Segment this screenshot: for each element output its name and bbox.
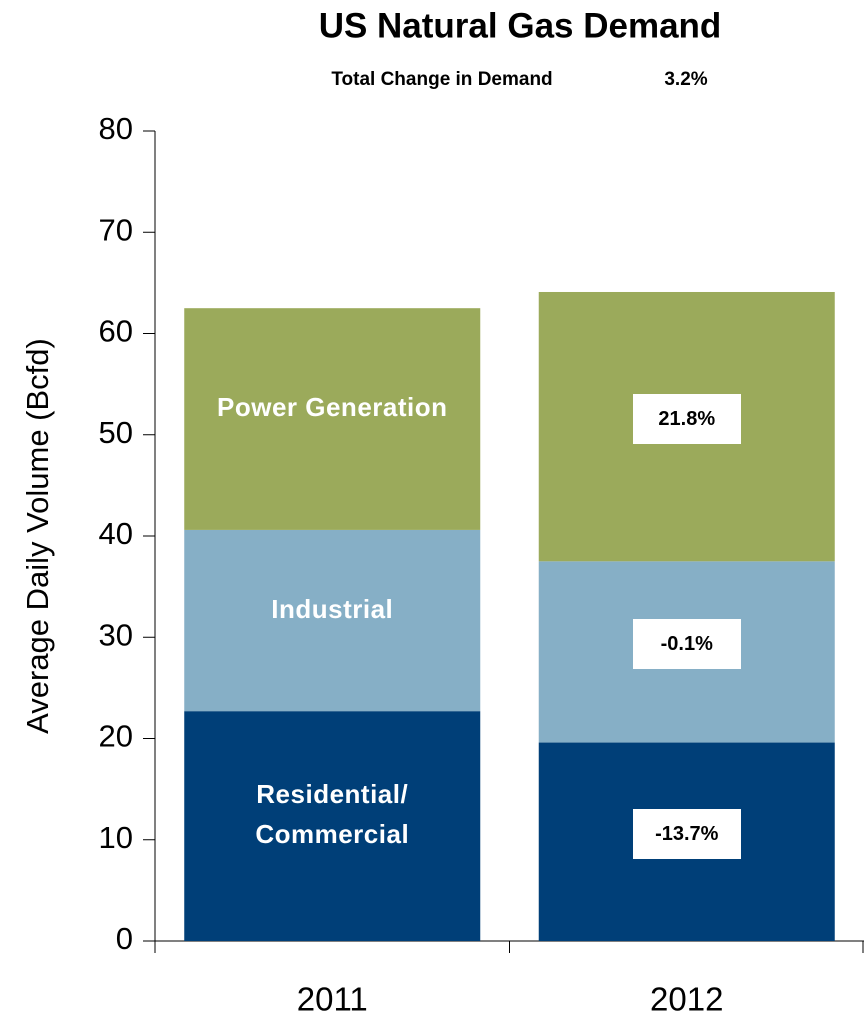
- y-tick-label: 60: [99, 314, 133, 349]
- y-tick-label: 0: [116, 921, 133, 956]
- total-change: 3.2%: [664, 69, 707, 90]
- y-tick-label: 40: [99, 516, 133, 551]
- y-tick-label: 10: [99, 820, 133, 855]
- segment-label: Power Generation: [217, 392, 448, 423]
- y-tick-label: 20: [99, 719, 133, 754]
- x-tick-label: 2012: [650, 981, 723, 1018]
- y-tick-label: 50: [99, 415, 133, 450]
- change-label: 21.8%: [632, 393, 741, 444]
- chart-subtitle: Total Change in Demand: [331, 69, 552, 90]
- chart-title: US Natural Gas Demand: [319, 6, 722, 45]
- change-label: -0.1%: [632, 618, 741, 669]
- x-tick-label: 2011: [297, 981, 368, 1018]
- bar-segment: [184, 308, 481, 530]
- segment-label: Residential/ Commercial: [255, 779, 410, 850]
- y-tick-label: 80: [99, 111, 133, 146]
- y-tick-label: 70: [99, 212, 133, 247]
- bar-segment: [184, 711, 481, 941]
- change-label: -13.7%: [632, 808, 741, 859]
- y-tick-label: 30: [99, 617, 133, 652]
- bar-segment: [184, 529, 481, 712]
- y-axis-label: Average Daily Volume (Bcfd): [20, 338, 55, 734]
- segment-label: Industrial: [271, 593, 394, 624]
